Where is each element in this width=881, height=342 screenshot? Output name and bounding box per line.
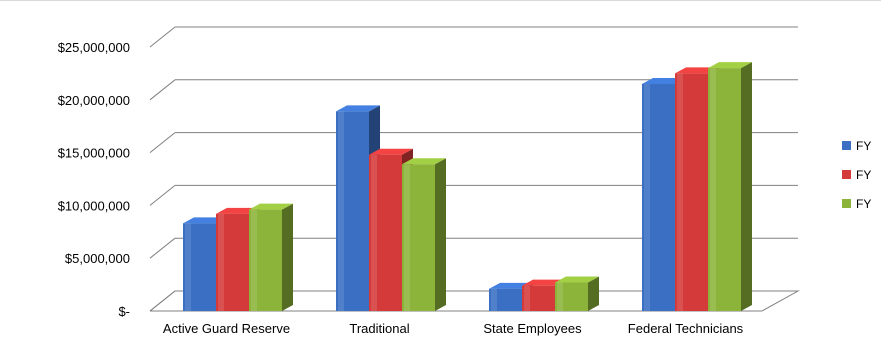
x-category-label: Federal Technicians — [628, 321, 744, 336]
legend-label: FY — [856, 197, 871, 211]
legend-item: FY — [842, 197, 871, 211]
bar — [555, 276, 599, 311]
legend: FY FY FY — [842, 139, 871, 211]
y-tick-label: $10,000,000 — [58, 198, 130, 213]
x-category-label: State Employees — [483, 321, 582, 336]
legend-swatch — [842, 199, 851, 208]
x-category-label: Traditional — [349, 321, 409, 336]
gridline — [149, 26, 798, 48]
bar — [402, 158, 446, 311]
bars — [183, 62, 752, 312]
bar — [249, 203, 293, 311]
y-tick-label: $20,000,000 — [58, 93, 130, 108]
legend-label: FY — [856, 168, 871, 182]
y-tick-label: $5,000,000 — [65, 251, 130, 266]
x-category-label: Active Guard Reserve — [163, 321, 290, 336]
legend-item: FY — [842, 168, 871, 182]
y-tick-label: $25,000,000 — [58, 40, 130, 55]
x-axis-categories: Active Guard Reserve Traditional State Emp… — [163, 321, 744, 336]
y-tick-label: $15,000,000 — [58, 146, 130, 161]
y-axis-ticks: $- $5,000,000 $10,000,000 $15,000,000 $20,00… — [58, 40, 130, 319]
y-tick-label: $- — [118, 304, 130, 319]
legend-swatch — [842, 170, 851, 179]
bar — [708, 62, 752, 312]
legend-label: FY — [856, 139, 871, 153]
legend-item: FY — [842, 139, 871, 153]
legend-swatch — [842, 141, 851, 150]
